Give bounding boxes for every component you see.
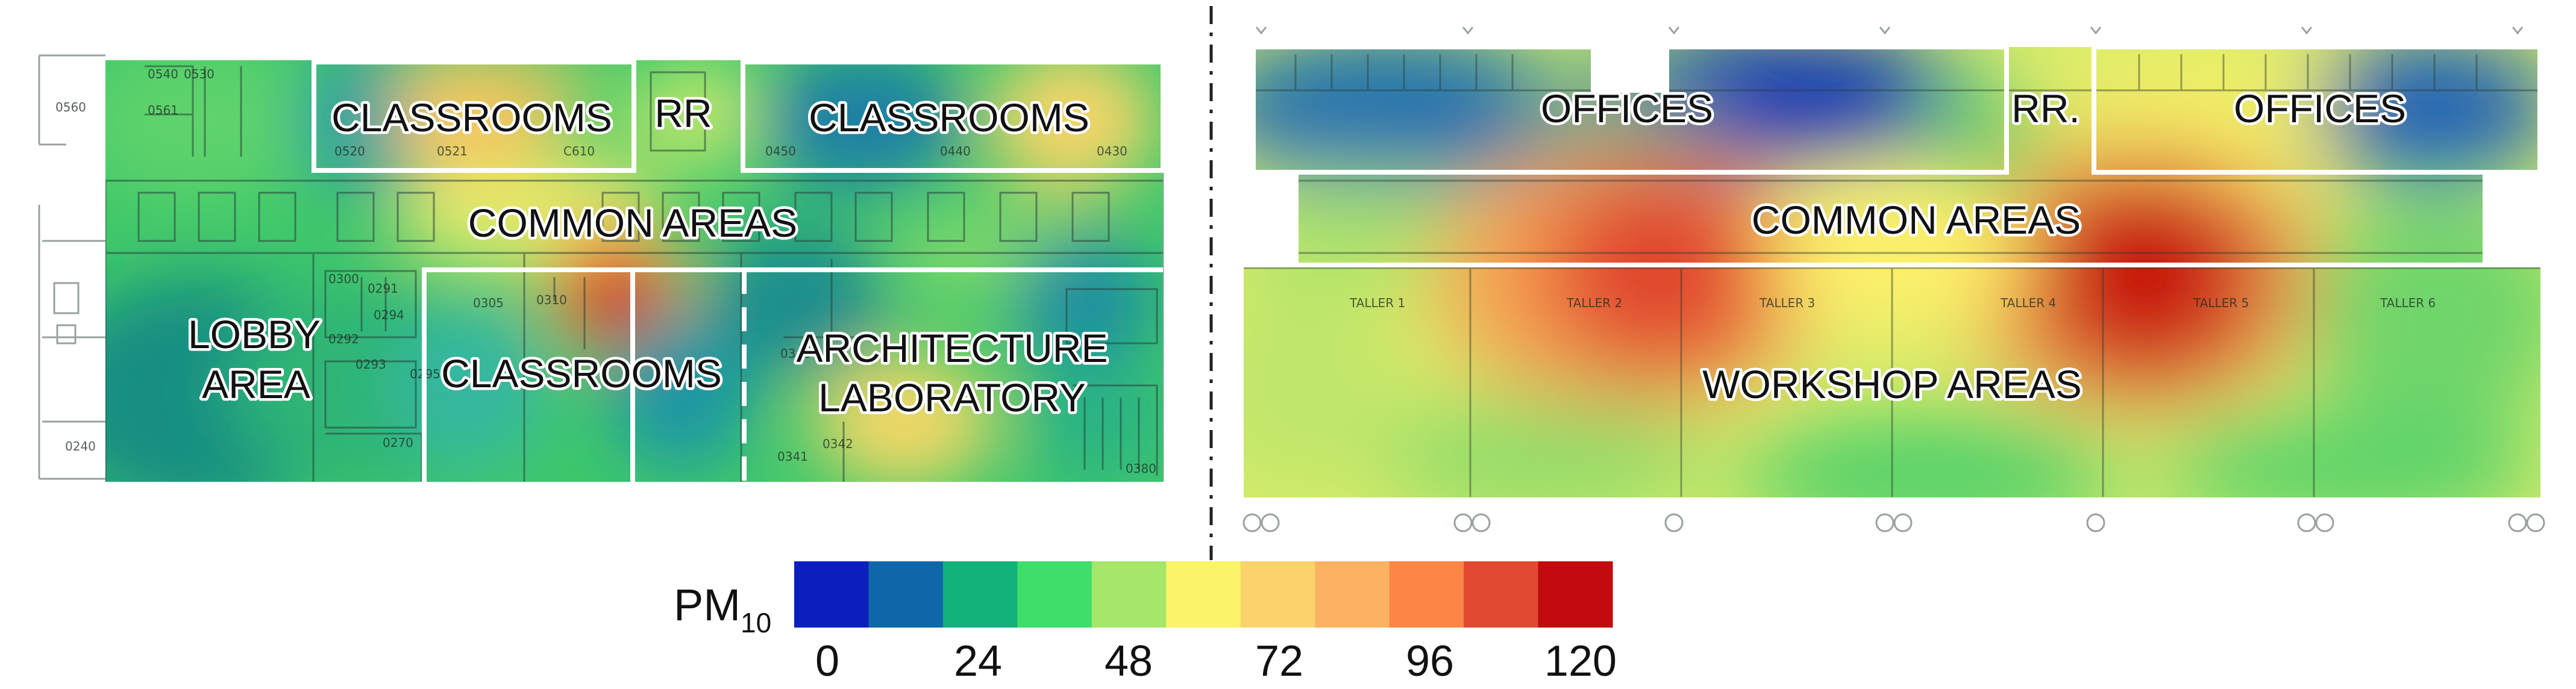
zone-box-lower-classrooms	[422, 267, 1163, 482]
zone-label-laboratory: LABORATORY	[818, 375, 1086, 420]
right-floor-plan: TALLER 1 TALLER 2 TALLER 3 TALLER 4 TALL…	[1239, 26, 2545, 532]
zone-label-classrooms-1: CLASSROOMS	[331, 95, 612, 140]
room-number-0300: 0300	[328, 272, 359, 286]
room-number-0440: 0440	[940, 144, 971, 158]
room-number-c610: C610	[563, 144, 595, 158]
left-zone-outlines	[312, 60, 1165, 482]
legend-swatch-10	[1538, 561, 1613, 628]
legend-tick-48: 48	[1105, 637, 1153, 685]
room-number-0342: 0342	[823, 437, 853, 451]
room-number-0540: 0540	[148, 67, 178, 81]
room-number-0380: 0380	[1126, 461, 1156, 476]
room-number-0341: 0341	[777, 449, 808, 464]
zone-box-offices-right	[2092, 45, 2542, 175]
zone-label-architecture: ARCHITECTURE	[796, 326, 1108, 370]
room-number-0520: 0520	[334, 144, 365, 158]
legend-tick-0: 0	[815, 637, 839, 685]
legend-title-main: PM	[674, 580, 741, 630]
room-number-0561: 0561	[148, 103, 178, 117]
room-number-0530: 0530	[184, 67, 215, 81]
column-markers	[1243, 26, 2545, 532]
zone-label-offices-right: OFFICES	[2234, 86, 2406, 131]
right-plan-walls	[1241, 54, 2543, 497]
legend-color-bar	[794, 561, 1613, 628]
legend-tick-72: 72	[1255, 637, 1303, 685]
legend-title: PM10	[674, 580, 771, 638]
legend-swatch-2	[942, 561, 1018, 628]
zone-box-classrooms-top-left	[312, 60, 636, 173]
offices-gap	[1591, 45, 1669, 93]
workshop-label-6: TALLER 6	[2380, 296, 2436, 310]
left-floor-plan: 0560	[38, 54, 1165, 482]
workshop-label-1: TALLER 1	[1349, 296, 1405, 310]
zone-label-classrooms-2: CLASSROOMS	[809, 95, 1089, 140]
room-number-0560: 0560	[55, 100, 86, 114]
legend-title-subscript: 10	[741, 607, 771, 638]
zone-label-rr: RR.	[2011, 86, 2080, 131]
legend-swatch-6	[1240, 561, 1315, 628]
zone-label-restroom: RR	[654, 91, 712, 136]
room-number-0430: 0430	[1097, 144, 1127, 158]
legend-swatch-7	[1315, 561, 1390, 628]
legend-swatch-3	[1017, 561, 1092, 628]
legend-swatch-8	[1389, 561, 1464, 628]
legend-tick-labels: 0 24 48 72 96 120	[815, 637, 1617, 685]
legend-tick-24: 24	[954, 637, 1002, 685]
room-number-0294: 0294	[374, 308, 404, 322]
room-number-0346: 0346	[780, 346, 811, 361]
legend-swatch-5	[1166, 561, 1241, 628]
zone-label-classrooms-3: CLASSROOMS	[441, 351, 722, 396]
room-number-0240: 0240	[65, 439, 96, 454]
left-room-numbers: 0540 0530 0561 0520 0521 C610 0450 0440 …	[148, 67, 1156, 476]
left-zone-labels: CLASSROOMS RR CLASSROOMS COMMON AREAS LO…	[185, 89, 1111, 423]
room-number-0270: 0270	[383, 435, 413, 450]
room-number-0305: 0305	[473, 296, 504, 310]
zone-label-area: AREA	[202, 362, 310, 407]
legend-swatch-0	[794, 561, 870, 628]
room-number-0291: 0291	[368, 281, 398, 296]
legend-tick-120: 120	[1544, 637, 1617, 685]
zone-box-workshop	[1239, 263, 2545, 502]
legend-swatch-9	[1464, 561, 1539, 628]
right-zone-labels: OFFICES RR. OFFICES COMMON AREAS WORKSHO…	[1538, 84, 2408, 410]
workshop-label-3: TALLER 3	[1759, 296, 1815, 310]
workshop-label-5: TALLER 5	[2193, 296, 2249, 310]
room-number-0310: 0310	[536, 293, 567, 307]
room-number-0450: 0450	[765, 144, 796, 158]
pm10-legend: PM10 0 24 48 72 96 120	[674, 561, 1617, 685]
workshop-label-4: TALLER 4	[2000, 296, 2056, 310]
left-plan-walls	[105, 65, 1163, 482]
zone-label-workshop-areas: WORKSHOP AREAS	[1702, 362, 2082, 407]
zone-label-lobby: LOBBY	[188, 312, 321, 357]
zone-label-common-areas-right: COMMON AREAS	[1752, 198, 2081, 242]
room-number-0292: 0292	[328, 332, 359, 346]
zone-label-common-areas-left: COMMON AREAS	[468, 201, 797, 245]
workshop-labels: TALLER 1 TALLER 2 TALLER 3 TALLER 4 TALL…	[1349, 296, 2436, 310]
zone-label-offices-left: OFFICES	[1541, 86, 1713, 131]
workshop-label-2: TALLER 2	[1566, 296, 1622, 310]
legend-swatch-4	[1091, 561, 1167, 628]
legend-tick-96: 96	[1406, 637, 1454, 685]
room-number-0521: 0521	[437, 144, 468, 158]
zone-box-classrooms-top-right	[741, 60, 1165, 173]
legend-swatch-1	[868, 561, 944, 628]
room-number-0293: 0293	[356, 357, 386, 372]
